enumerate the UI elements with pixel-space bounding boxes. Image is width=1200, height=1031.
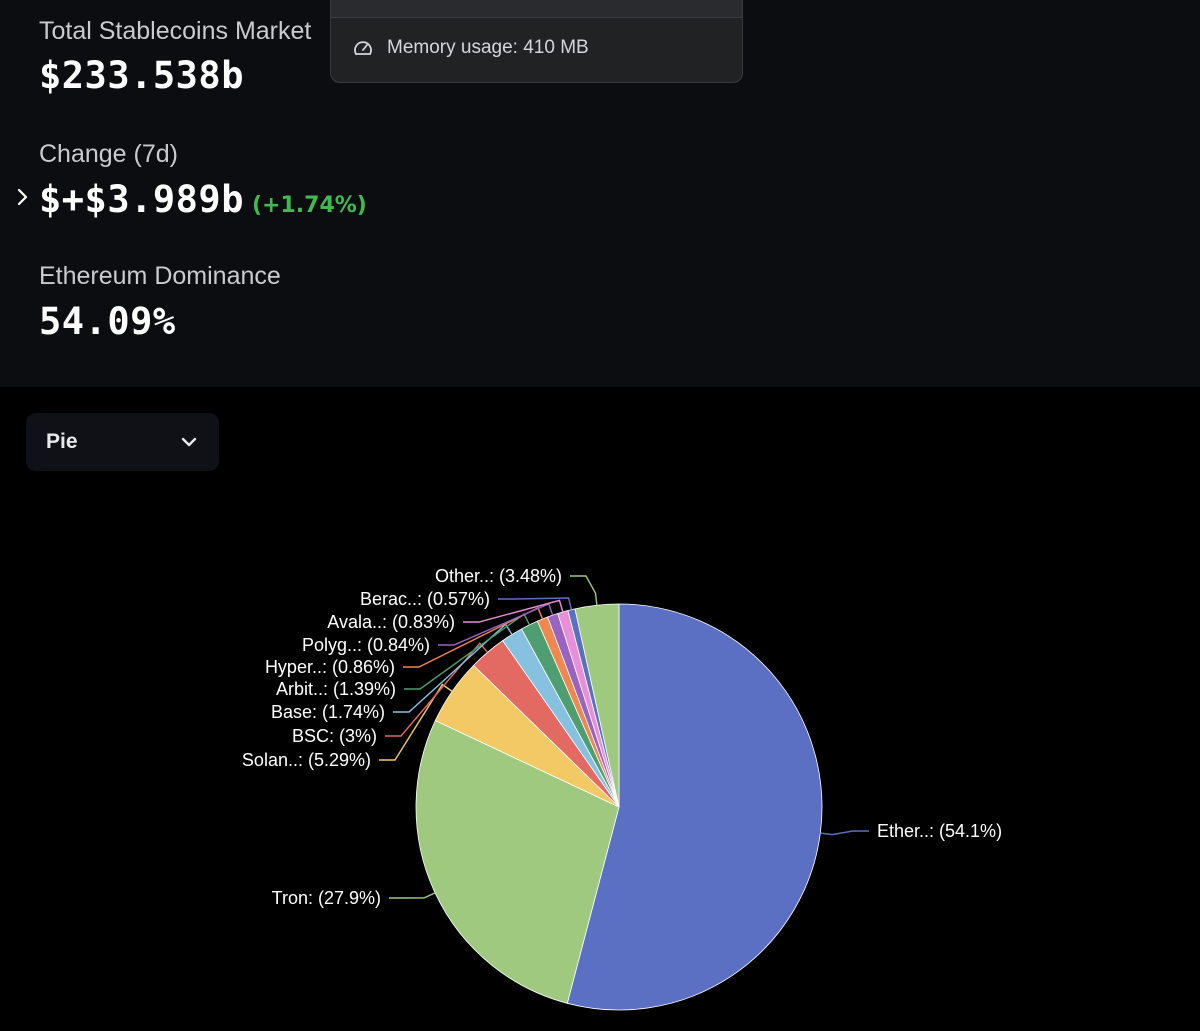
pie-leader-line	[463, 599, 564, 623]
pie-slice[interactable]	[415, 720, 620, 1004]
pie-slice-label: Other..: (3.48%)	[435, 566, 562, 586]
pie-leader-line	[389, 892, 436, 899]
pie-slice-label: Avala..: (0.83%)	[327, 612, 455, 632]
memory-tooltip: Memory usage: 410 MB	[330, 0, 743, 83]
pie-slice-label: Hyper..: (0.86%)	[265, 657, 395, 677]
pie-slice-label: Solan..: (5.29%)	[242, 750, 371, 770]
pie-leader-line	[393, 623, 513, 713]
pie-slice-label: Ether..: (54.1%)	[877, 821, 1002, 841]
chevron-right-icon[interactable]	[14, 186, 32, 208]
change-7d-label: Change (7d)	[39, 140, 178, 168]
pie-slice-label: Base: (1.74%)	[271, 702, 385, 722]
pie-slice-label: Arbit..: (1.39%)	[276, 679, 396, 699]
pie-leader-line	[403, 606, 544, 668]
total-market-label: Total Stablecoins Market	[39, 17, 312, 45]
change-7d-value: $+$3.989b	[39, 178, 244, 221]
eth-dominance-value: 54.09%	[39, 300, 176, 343]
gauge-icon	[354, 41, 372, 55]
chevron-down-icon	[181, 437, 197, 447]
pie-leader-line	[385, 642, 489, 737]
pie-slice[interactable]	[566, 603, 823, 1011]
change-7d-percent: (+1.74%)	[251, 193, 367, 218]
memory-usage-text: Memory usage: 410 MB	[387, 37, 589, 58]
chart-type-value: Pie	[46, 430, 78, 453]
pie-leader-line	[404, 613, 531, 690]
pie-leader-line	[498, 597, 573, 610]
tooltip-header	[331, 0, 742, 18]
change-7d-row: $+$3.989b (+1.74%)	[39, 178, 367, 221]
pie-leader-line	[438, 602, 554, 646]
pie-leader-line	[379, 683, 453, 761]
pie-slice-label: Berac..: (0.57%)	[360, 589, 490, 609]
memory-usage-row: Memory usage: 410 MB	[353, 37, 589, 59]
chart-type-select[interactable]: Pie	[26, 413, 219, 471]
eth-dominance-label: Ethereum Dominance	[39, 262, 281, 290]
pie-slice-label: Tron: (27.9%)	[272, 888, 381, 908]
total-market-value: $233.538b	[39, 54, 244, 97]
pie-slice-label: BSC: (3%)	[292, 726, 377, 746]
pie-slice-label: Polyg..: (0.84%)	[302, 635, 430, 655]
pie-leader-line	[820, 830, 869, 836]
pie-leader-line	[570, 575, 598, 606]
